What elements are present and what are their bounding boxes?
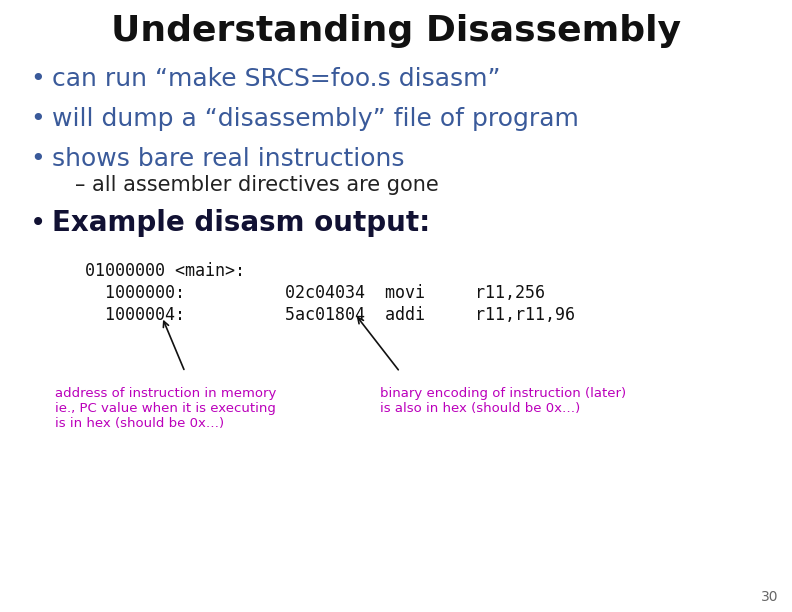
Text: will dump a “disassembly” file of program: will dump a “disassembly” file of progra… <box>52 107 579 131</box>
Text: – all assembler directives are gone: – all assembler directives are gone <box>75 175 439 195</box>
Text: address of instruction in memory
ie., PC value when it is executing
is in hex (s: address of instruction in memory ie., PC… <box>55 387 276 430</box>
Text: •: • <box>30 209 46 237</box>
Text: 1000004:          5ac01804  addi     r11,r11,96: 1000004: 5ac01804 addi r11,r11,96 <box>85 306 575 324</box>
Text: shows bare real instructions: shows bare real instructions <box>52 147 405 171</box>
Text: 01000000 <main>:: 01000000 <main>: <box>85 262 245 280</box>
Text: 1000000:          02c04034  movi     r11,256: 1000000: 02c04034 movi r11,256 <box>85 284 545 302</box>
Text: 30: 30 <box>760 590 778 604</box>
Text: binary encoding of instruction (later)
is also in hex (should be 0x…): binary encoding of instruction (later) i… <box>380 387 626 415</box>
Text: •: • <box>30 107 45 131</box>
Text: can run “make SRCS=foo.s disasm”: can run “make SRCS=foo.s disasm” <box>52 67 501 91</box>
Text: Example disasm output:: Example disasm output: <box>52 209 430 237</box>
Text: Understanding Disassembly: Understanding Disassembly <box>111 14 681 48</box>
Text: •: • <box>30 67 45 91</box>
Text: •: • <box>30 147 45 171</box>
